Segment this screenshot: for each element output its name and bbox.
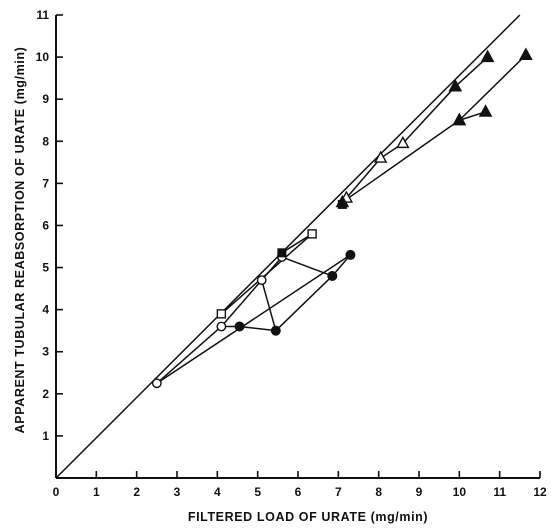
- filled-circle-point: [327, 270, 338, 281]
- connector-lines: [156, 54, 527, 384]
- connector-line: [458, 54, 527, 121]
- connector-line: [281, 256, 333, 277]
- open-triangle-point: [373, 150, 388, 163]
- filled-circle-point: [234, 321, 245, 332]
- x-tick-label: 3: [174, 485, 181, 499]
- x-tick-label: 8: [375, 485, 382, 499]
- y-tick-label: 6: [42, 218, 49, 232]
- y-tick-label: 11: [36, 8, 49, 22]
- connector-line: [220, 279, 263, 327]
- open-circle-point: [216, 321, 227, 332]
- connector-line: [275, 275, 333, 332]
- filled-circle-point: [270, 325, 281, 336]
- y-tick-label: 9: [42, 92, 49, 106]
- x-tick-label: 11: [493, 485, 506, 499]
- filled-triangle-point: [335, 194, 350, 208]
- x-tick-label: 7: [335, 485, 342, 499]
- open-square-point: [216, 309, 227, 319]
- connector-line: [402, 86, 456, 144]
- y-tick-label: 3: [42, 345, 49, 359]
- y-tick-label: 5: [42, 261, 49, 275]
- y-tick-label: 8: [42, 134, 49, 148]
- y-tick-label: 2: [42, 387, 49, 401]
- open-square-point: [307, 229, 317, 239]
- filled-circle-point: [345, 249, 356, 260]
- connector-line: [281, 233, 313, 254]
- open-circle-point: [256, 275, 267, 286]
- filled-triangle-point: [519, 47, 533, 60]
- x-tick-label: 5: [254, 485, 261, 499]
- y-axis-title: APPARENT TUBULAR REABSORPTION OF URATE (…: [13, 47, 27, 434]
- open-circle-point: [151, 378, 162, 389]
- filled-triangle-point: [452, 112, 467, 126]
- connector-line: [239, 325, 276, 332]
- filled-triangle-point: [448, 79, 463, 92]
- filled-triangle-point: [480, 49, 495, 63]
- connector-line: [220, 233, 313, 315]
- connector-line: [345, 157, 382, 199]
- x-tick-label: 12: [533, 485, 547, 499]
- x-tick-label: 1: [93, 485, 100, 499]
- connector-line: [341, 119, 460, 203]
- y-tick-label: 10: [36, 50, 50, 64]
- connector-line: [260, 279, 277, 331]
- open-triangle-point: [396, 135, 410, 149]
- x-tick-label: 4: [214, 485, 221, 499]
- x-tick-label: 6: [295, 485, 302, 499]
- x-tick-label: 0: [53, 485, 60, 499]
- connector-line: [156, 254, 351, 384]
- x-tick-label: 9: [416, 485, 423, 499]
- y-tick-label: 4: [42, 303, 49, 317]
- y-tick-label: 1: [42, 429, 49, 443]
- identity-line: [55, 14, 521, 479]
- x-tick-label: 2: [133, 485, 140, 499]
- y-tick-label: 7: [42, 176, 49, 190]
- filled-triangle-point: [478, 104, 493, 117]
- x-axis-title: FILTERED LOAD OF URATE (mg/min): [188, 510, 428, 524]
- identity-line-group: [55, 14, 521, 479]
- filled-square-point: [277, 248, 287, 258]
- x-tick-label: 10: [453, 485, 467, 499]
- data-points: [151, 47, 533, 389]
- connector-line: [156, 325, 222, 384]
